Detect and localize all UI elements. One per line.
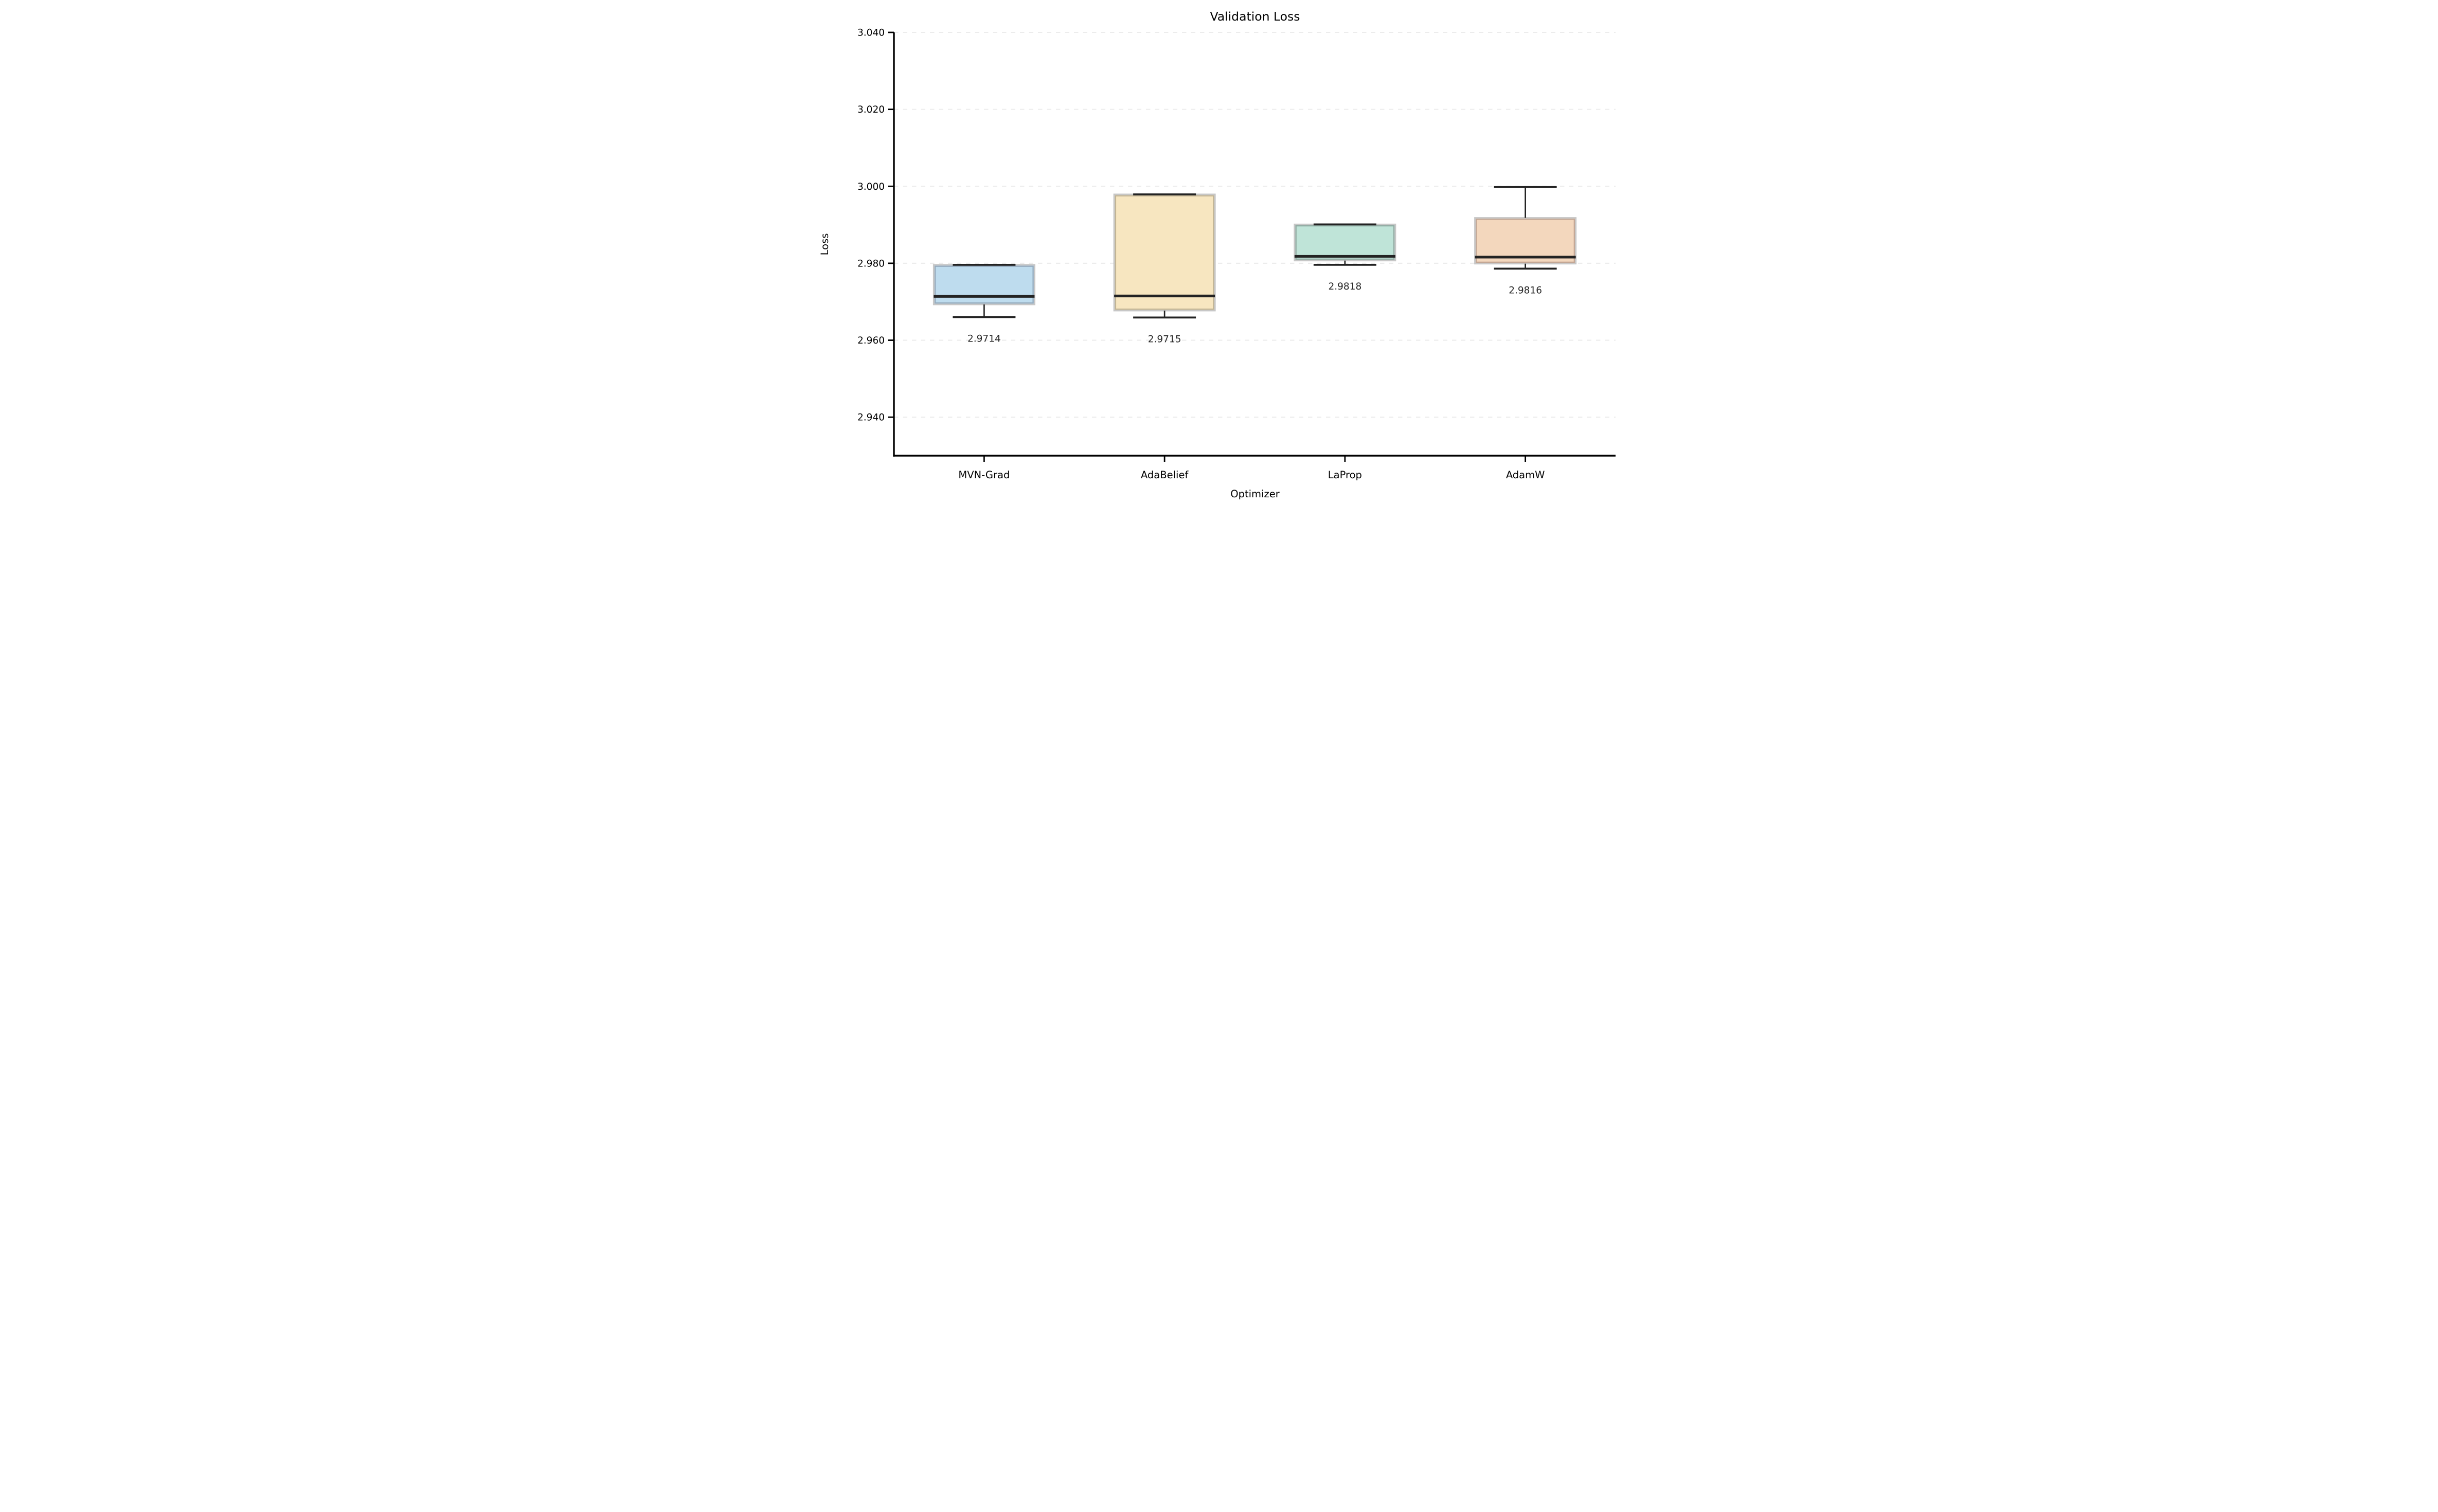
median-annotation-adamw: 2.9816 [1509,285,1542,296]
box-rect-inner-edge-laprop [1295,225,1395,260]
box-rect-inner-edge-adamw [1476,219,1575,263]
y-axis-label: Loss [819,233,831,256]
box-rect-laprop [1294,223,1396,262]
box-rect-inner-edge-adabelief [1115,195,1214,310]
validation-loss-chart: 3.040 3.020 3.000 2.980 2.960 2.940 MVN-Grad Ad… [813,0,1625,504]
box-rect-inner-edge-mvn-grad [935,265,1034,304]
median-annotation-laprop: 2.9818 [1329,281,1362,292]
y-tick-label: 2.980 [857,258,885,269]
x-tick-label-laprop: LaProp [1328,469,1362,481]
y-tick-label: 3.040 [857,28,885,39]
x-tick-label-adamw: AdamW [1506,469,1545,481]
x-tick-label-adabelief: AdaBelief [1141,469,1189,481]
x-tick-label-mvn-grad: MVN-Grad [958,469,1010,481]
chart-title: Validation Loss [1210,9,1300,24]
y-tick-label: 3.020 [857,104,885,115]
box-plot-figure: 3.040 3.020 3.000 2.980 2.960 2.940 MVN-Grad Ad… [813,0,1625,504]
box-rect-mvn-grad [933,264,1035,305]
y-tick-label: 2.960 [857,335,885,346]
median-annotation-mvn-grad: 2.9714 [967,334,1001,345]
x-axis-label: Optimizer [1230,488,1280,500]
y-tick-label: 2.940 [857,412,885,423]
box-rect-adabelief [1113,193,1216,312]
y-tick-label: 3.000 [857,182,885,192]
median-annotation-adabelief: 2.9715 [1148,334,1181,345]
